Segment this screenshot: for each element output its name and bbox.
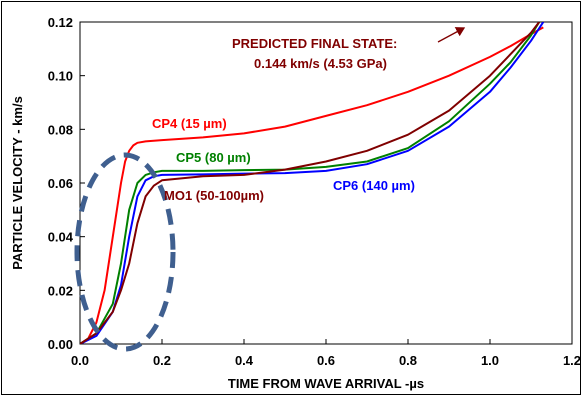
x-axis-title: TIME FROM WAVE ARRIVAL -µs xyxy=(228,376,424,391)
x-tick-label: 0.2 xyxy=(153,353,171,368)
series-line-cp6 xyxy=(80,22,545,344)
y-tick-label: 0.06 xyxy=(48,176,73,191)
y-tick-label: 0.08 xyxy=(48,122,73,137)
series-line-mo1 xyxy=(80,22,540,344)
annotation-cp5: CP5 (80 µm) xyxy=(176,150,251,165)
series-lines xyxy=(80,22,545,344)
annotation-predicted-line2: 0.144 km/s (4.53 GPa) xyxy=(254,56,387,71)
x-tick-label: 0.6 xyxy=(317,353,335,368)
y-tick-label: 0.12 xyxy=(48,15,73,30)
x-tick-label: 0.0 xyxy=(71,353,89,368)
x-tick-label: 1.0 xyxy=(481,353,499,368)
annotation-cp4: CP4 (15 µm) xyxy=(152,116,227,131)
x-tick-label: 0.8 xyxy=(399,353,417,368)
y-tick-label: 0.10 xyxy=(48,69,73,84)
highlight-ellipse xyxy=(74,152,176,352)
x-tick-label: 1.2 xyxy=(563,353,581,368)
series-line-cp5 xyxy=(80,22,541,344)
predicted-arrow xyxy=(437,27,466,43)
annotation-predicted-line1: PREDICTED FINAL STATE: xyxy=(232,36,397,51)
y-tick-label: 0.02 xyxy=(48,283,73,298)
annotation-cp6: CP6 (140 µm) xyxy=(333,178,415,193)
y-tick-label: 0.04 xyxy=(48,230,74,245)
annotation-mo1: MO1 (50-100µm) xyxy=(164,188,264,203)
x-axis-ticks: 0.0 0.2 0.4 0.6 0.8 1.0 1.2 xyxy=(71,339,581,368)
y-axis-title: PARTICLE VELOCITY - km/s xyxy=(10,96,25,270)
y-tick-label: 0.00 xyxy=(48,337,73,352)
y-axis-ticks: 0.00 0.02 0.04 0.06 0.08 0.10 0.12 xyxy=(48,15,85,352)
x-tick-label: 0.4 xyxy=(235,353,254,368)
series-line-cp4 xyxy=(80,26,544,344)
